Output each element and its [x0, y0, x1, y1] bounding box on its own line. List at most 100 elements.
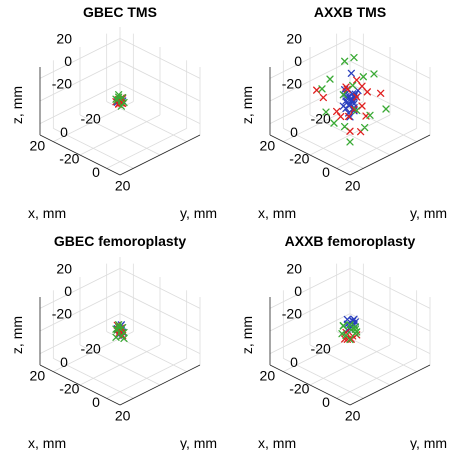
grid-line: [39, 267, 121, 309]
data-point: [339, 321, 347, 330]
data-point: [341, 57, 349, 65]
y-tick-label: -20: [59, 381, 79, 397]
z-tick-label: -20: [52, 76, 72, 92]
grid-line: [336, 357, 417, 399]
z-tick-label: 20: [286, 260, 302, 276]
data-point: [120, 334, 128, 343]
x-axis: [119, 134, 201, 176]
data-point: [377, 89, 385, 97]
grid-line: [269, 290, 351, 332]
grid-line: [119, 267, 201, 309]
data-point: [366, 111, 374, 119]
grid-line: [269, 83, 351, 125]
data-point: [346, 335, 354, 344]
grid-line: [119, 60, 201, 102]
data-point: [339, 91, 347, 99]
y-tick-label: -20: [289, 381, 309, 397]
data-point: [353, 106, 361, 115]
x-tick-label: 20: [260, 367, 276, 383]
grid-line: [269, 60, 351, 102]
data-point: [350, 93, 358, 101]
y-axis-label: y, mm: [180, 205, 217, 221]
y-axis-label: y, mm: [180, 435, 217, 450]
x-tick-label: 20: [260, 137, 276, 153]
x-tick-label: -20: [81, 111, 101, 127]
data-point: [330, 119, 338, 127]
data-point: [350, 107, 358, 115]
data-point: [337, 112, 345, 121]
grid-line: [119, 37, 201, 79]
y-tick-label: 0: [322, 164, 330, 180]
data-point: [363, 88, 371, 96]
data-point: [120, 98, 128, 107]
data-point: [351, 325, 359, 334]
x-tick-label: 20: [30, 367, 46, 383]
x-axis-label: x, mm: [28, 435, 66, 450]
y-tick-label: 20: [115, 177, 131, 193]
y-axis-label: y, mm: [410, 435, 447, 450]
y-axis: [39, 134, 121, 176]
x-tick-label: -20: [311, 111, 331, 127]
y-tick-label: 20: [345, 177, 361, 193]
grid-line: [349, 313, 431, 355]
grid-line: [269, 313, 351, 355]
grid-line: [106, 357, 187, 399]
x-tick-label: 0: [60, 124, 68, 140]
x-tick-label: 20: [30, 137, 46, 153]
y-tick-label: 0: [92, 164, 100, 180]
data-point: [350, 53, 358, 62]
data-point: [346, 113, 354, 121]
z-tick-label: 0: [294, 283, 302, 299]
x-tick-label: 0: [60, 354, 68, 370]
grid-line: [349, 37, 431, 79]
x-axis: [119, 364, 201, 406]
z-axis-label: z, mm: [9, 86, 25, 124]
data-point: [343, 85, 351, 94]
grid-line: [309, 344, 391, 386]
grid-line: [79, 344, 161, 386]
panel-4: AXXB femoroplasty -20 0 20 -20 0 20 -20 0 20 x, mm…: [239, 233, 447, 450]
data-point: [346, 138, 354, 146]
y-axis: [269, 364, 351, 406]
x-axis-label: x, mm: [28, 205, 66, 221]
grid-line: [39, 37, 121, 79]
grid-line: [349, 267, 431, 309]
grid-line: [309, 114, 391, 156]
data-point: [351, 323, 359, 331]
y-axis: [39, 364, 121, 406]
z-tick-label: 0: [64, 53, 72, 69]
grid-line: [349, 290, 431, 332]
data-point: [358, 82, 366, 90]
grid-line: [106, 127, 187, 169]
data-point: [343, 335, 351, 343]
data-point: [318, 85, 326, 93]
z-tick-label: -20: [282, 306, 302, 322]
data-point: [370, 70, 378, 78]
grid-line: [336, 127, 417, 169]
grid-line: [349, 83, 431, 125]
data-point: [326, 75, 334, 83]
panel-title: GBEC femoroplasty: [54, 233, 186, 249]
x-tick-label: -20: [81, 341, 101, 357]
data-point: [359, 73, 367, 81]
y-axis-label: y, mm: [410, 205, 447, 221]
data-point: [322, 108, 330, 116]
grid-line: [283, 101, 364, 143]
x-tick-label: 0: [290, 124, 298, 140]
data-point: [345, 112, 353, 121]
z-tick-label: 20: [56, 260, 72, 276]
data-point: [112, 333, 120, 341]
data-point: [112, 95, 120, 103]
z-tick-label: 20: [286, 30, 302, 46]
data-point: [382, 105, 390, 113]
grid-line: [79, 114, 161, 156]
y-tick-label: 0: [92, 394, 100, 410]
panel-3: GBEC femoroplasty -20 0 20 -20 0 20 -20 0 20 x, mm…: [9, 233, 217, 450]
data-point: [349, 81, 357, 90]
data-point: [350, 315, 358, 323]
grid-line: [39, 290, 121, 332]
z-tick-label: -20: [52, 306, 72, 322]
grid-line: [269, 267, 351, 309]
grid-line: [119, 83, 201, 125]
